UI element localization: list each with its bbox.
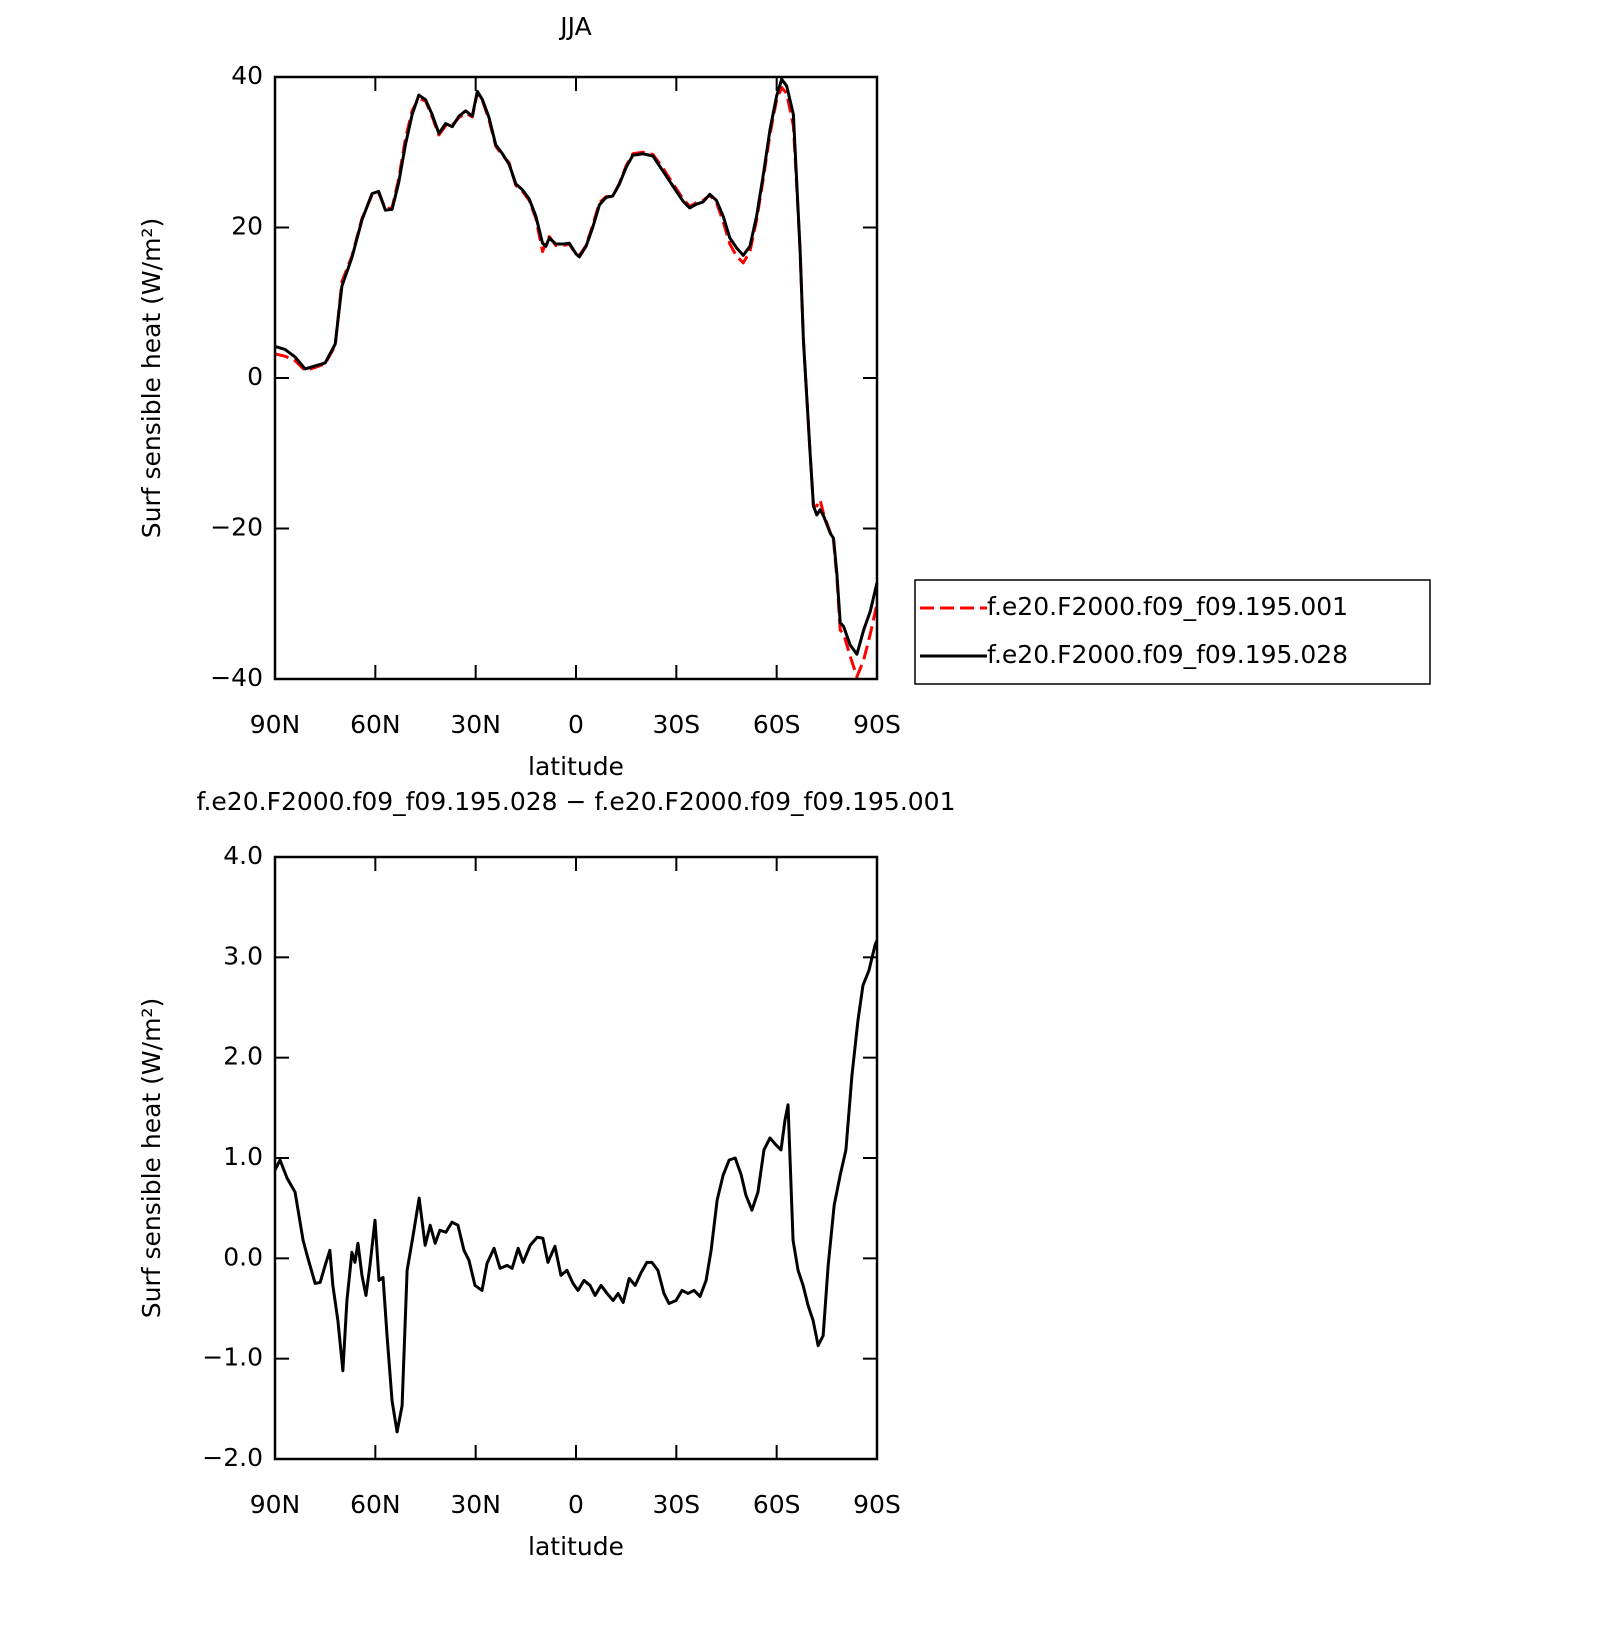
y-tick-label: 3.0 xyxy=(223,941,263,970)
x-axis-label: latitude xyxy=(528,1532,624,1561)
y-tick-label: −40 xyxy=(210,663,263,692)
x-tick-label: 30N xyxy=(450,710,501,739)
y-tick-label: 2.0 xyxy=(223,1042,263,1071)
y-tick-label: −1.0 xyxy=(202,1343,263,1372)
y-axis-label: Surf sensible heat (W/m²) xyxy=(137,218,166,538)
y-tick-label: 1.0 xyxy=(223,1142,263,1171)
plot-frame xyxy=(273,75,879,681)
y-axis-label: Surf sensible heat (W/m²) xyxy=(137,998,166,1318)
data-line xyxy=(274,77,879,656)
x-tick-label: 30N xyxy=(450,1490,501,1519)
y-tick-label: 4.0 xyxy=(223,841,263,870)
legend-label: f.e20.F2000.f09_f09.195.001 xyxy=(987,592,1348,621)
x-tick-label: 90S xyxy=(853,710,901,739)
y-tick-label: −2.0 xyxy=(202,1443,263,1472)
x-tick-label: 60N xyxy=(350,1490,401,1519)
x-tick-label: 30S xyxy=(652,710,700,739)
y-tick-label: 0 xyxy=(247,362,263,391)
x-axis-label: latitude xyxy=(528,752,624,781)
data-line xyxy=(273,939,879,1434)
data-line xyxy=(274,86,879,679)
y-tick-label: 20 xyxy=(231,212,263,241)
x-tick-label: 30S xyxy=(652,1490,700,1519)
x-tick-label: 60S xyxy=(753,1490,801,1519)
x-tick-label: 90N xyxy=(250,1490,301,1519)
chart-title: JJA xyxy=(558,12,591,41)
y-tick-label: −20 xyxy=(210,513,263,542)
legend-label: f.e20.F2000.f09_f09.195.028 xyxy=(987,640,1348,669)
y-tick-label: 0.0 xyxy=(223,1242,263,1271)
plot-frame xyxy=(273,855,879,1461)
x-tick-label: 90N xyxy=(250,710,301,739)
x-tick-label: 90S xyxy=(853,1490,901,1519)
x-tick-label: 60N xyxy=(350,710,401,739)
chart-title: f.e20.F2000.f09_f09.195.028 − f.e20.F200… xyxy=(197,787,956,816)
y-tick-label: 40 xyxy=(231,61,263,90)
x-tick-label: 0 xyxy=(568,710,584,739)
x-tick-label: 60S xyxy=(753,710,801,739)
x-tick-label: 0 xyxy=(568,1490,584,1519)
legend-box xyxy=(914,579,1431,685)
